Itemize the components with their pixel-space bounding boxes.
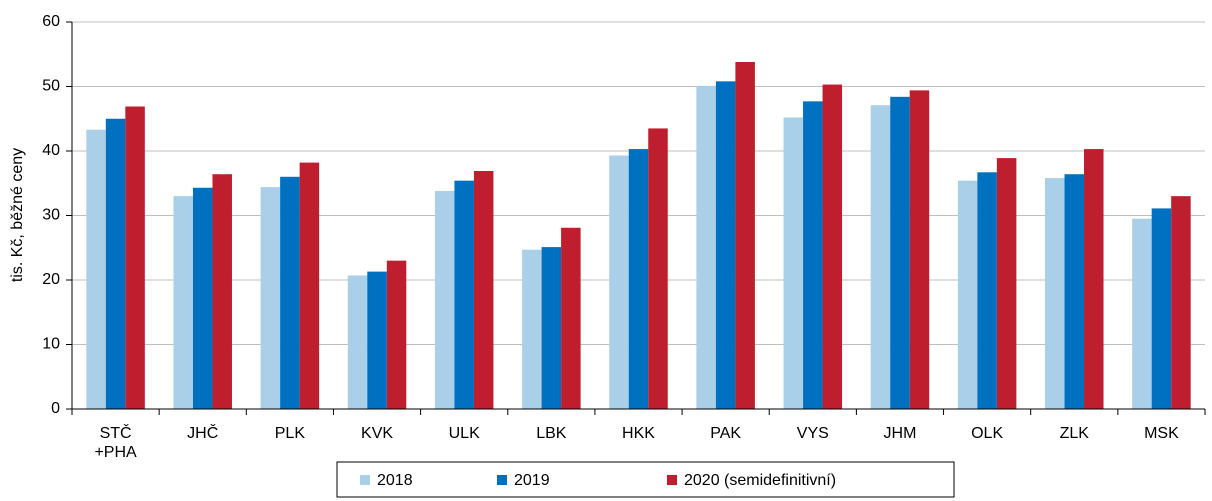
bar: [434, 190, 455, 409]
bar: [648, 128, 668, 410]
x-tick-label: ULK: [449, 425, 480, 442]
x-tick-label: LBK: [536, 425, 567, 442]
bar: [125, 106, 145, 410]
bar: [1084, 149, 1104, 409]
x-tick-label: KVK: [361, 425, 393, 442]
bar: [822, 84, 843, 409]
legend-swatch: [667, 475, 677, 485]
bar: [870, 105, 891, 409]
x-tick-label: PLK: [275, 425, 306, 442]
x-tick-label: JHM: [884, 425, 917, 442]
bar: [473, 170, 494, 409]
bar: [1151, 208, 1172, 409]
x-tick-label: JHČ: [187, 423, 218, 442]
bar: [299, 162, 320, 409]
bar: [280, 176, 300, 409]
bar: [715, 81, 736, 409]
bar: [192, 187, 213, 409]
bar: [260, 187, 281, 409]
bar: [696, 85, 716, 409]
y-tick-label: 10: [42, 336, 60, 353]
y-tick-label: 60: [42, 13, 60, 30]
y-tick-label: 0: [51, 400, 60, 417]
bar: [561, 227, 581, 409]
bar: [803, 101, 823, 410]
bar: [347, 275, 368, 409]
legend-box: [336, 461, 955, 498]
bar: [541, 247, 562, 409]
x-tick-label: OLK: [971, 425, 1003, 442]
bar: [783, 117, 804, 410]
legend-swatch: [497, 475, 507, 485]
bar: [386, 260, 407, 409]
bar: [977, 172, 997, 409]
bar: [628, 149, 649, 409]
bar: [890, 96, 910, 409]
x-tick-label: PAK: [710, 425, 741, 442]
bar: [86, 129, 106, 409]
y-tick-label: 20: [42, 271, 60, 288]
x-tick-label: MSK: [1144, 425, 1179, 442]
bar: [1064, 174, 1085, 409]
y-tick-label: 30: [42, 207, 60, 224]
bar: [522, 249, 542, 409]
bar: [996, 158, 1017, 409]
legend-label: 2019: [514, 472, 550, 489]
bar: [105, 118, 126, 409]
bar: [212, 174, 232, 409]
legend-label: 2018: [377, 472, 413, 489]
bar: [1171, 196, 1191, 409]
x-tick-label: STČ +PHA: [94, 423, 137, 461]
y-tick-label: 40: [42, 142, 60, 159]
x-tick-label: VYS: [797, 425, 829, 442]
bar: [909, 90, 930, 410]
bar: [1045, 178, 1065, 409]
bar: [1132, 218, 1152, 409]
bar: [454, 180, 474, 409]
y-axis-label: tis. Kč, běžné ceny: [9, 148, 26, 282]
bar: [957, 180, 978, 409]
legend-swatch: [360, 475, 370, 485]
legend-label: 2020 (semidefinitivní): [684, 472, 836, 489]
x-tick-label: HKK: [622, 425, 655, 442]
y-tick-label: 50: [42, 78, 60, 95]
bar: [173, 196, 193, 409]
bar: [367, 271, 387, 409]
x-tick-label: ZLK: [1060, 425, 1090, 442]
bar: [735, 61, 755, 410]
bar: [609, 155, 629, 409]
